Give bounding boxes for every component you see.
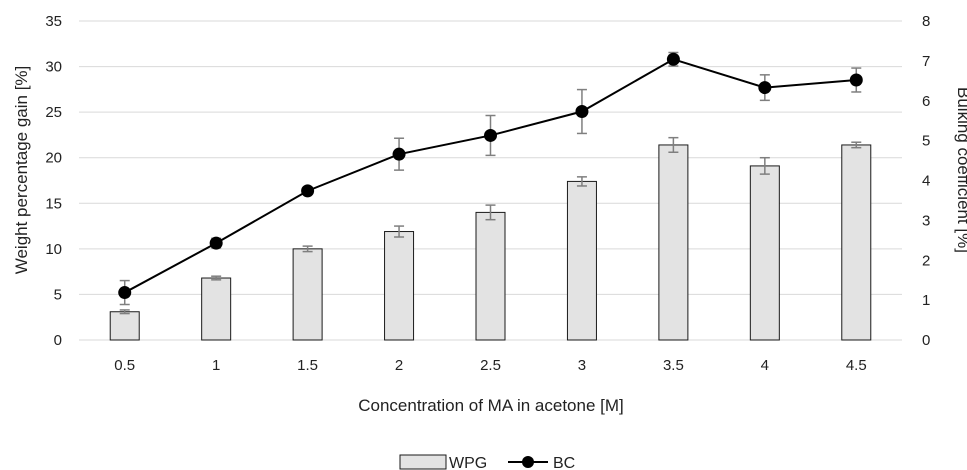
y2-tick-label: 4 — [922, 173, 930, 190]
legend-bc-marker — [522, 456, 534, 468]
x-axis-title: Concentration of MA in acetone [M] — [358, 396, 624, 415]
y2-tick-label: 6 — [922, 93, 930, 110]
bc-point — [758, 81, 772, 95]
wpg-bars — [109, 144, 872, 341]
bc-point — [118, 286, 132, 300]
x-tick-label: 2 — [395, 357, 403, 374]
wpg-bar — [475, 211, 506, 341]
y-axis-title: Weight percentage gain [%] — [12, 66, 31, 275]
bc-point — [209, 236, 223, 250]
bc-point — [301, 184, 315, 198]
y-tick-label: 10 — [45, 241, 62, 258]
wpg-error-bar — [119, 309, 130, 315]
y2-tick-label: 3 — [922, 212, 930, 229]
wpg-error-bar — [668, 136, 679, 153]
wpg-error-bar — [211, 275, 222, 281]
left-axis-ticks: 0 5 10 15 20 25 30 35 — [45, 13, 62, 349]
y2-tick-label: 7 — [922, 53, 930, 70]
x-axis-ticks: 0.5 1 1.5 2 2.5 3 3.5 4 4.5 — [114, 357, 866, 374]
wpg-bar — [201, 277, 232, 341]
wpg-error-bar — [576, 176, 587, 187]
wpg-bar — [292, 248, 323, 341]
x-tick-label: 3 — [578, 357, 586, 374]
bc-point — [849, 73, 863, 87]
wpg-error-bars — [119, 136, 862, 315]
y-tick-label: 20 — [45, 150, 62, 167]
legend-wpg-swatch — [399, 454, 447, 470]
y-tick-label: 25 — [45, 104, 62, 121]
x-tick-label: 0.5 — [114, 357, 135, 374]
y2-tick-label: 1 — [922, 292, 930, 309]
y-tick-label: 35 — [45, 13, 62, 30]
bc-points — [118, 52, 863, 300]
bc-point — [666, 52, 680, 66]
x-tick-label: 4.5 — [846, 357, 867, 374]
bc-point — [392, 147, 406, 161]
wpg-bar — [566, 180, 597, 341]
wpg-bar — [384, 231, 415, 341]
y-tick-label: 0 — [54, 332, 62, 349]
bc-point — [484, 128, 497, 142]
y2-tick-label: 0 — [922, 332, 930, 349]
y2-tick-label: 2 — [922, 252, 930, 269]
legend-wpg-label: WPG — [449, 455, 487, 470]
x-tick-label: 1.5 — [297, 357, 318, 374]
wpg-error-bar — [302, 245, 313, 253]
legend: WPG BC — [399, 454, 575, 470]
wpg-bar — [749, 165, 780, 341]
wpg-bar — [658, 144, 689, 341]
y2-axis-title: Bulking coefficient [%] — [954, 87, 967, 253]
wpg-error-bar — [851, 141, 862, 149]
y-tick-label: 15 — [45, 195, 62, 212]
wpg-error-bar — [759, 156, 770, 175]
x-tick-label: 4 — [761, 357, 769, 374]
y2-tick-label: 8 — [922, 13, 930, 30]
x-tick-label: 3.5 — [663, 357, 684, 374]
y2-tick-label: 5 — [922, 133, 930, 150]
x-tick-label: 2.5 — [480, 357, 501, 374]
y-tick-label: 5 — [54, 286, 62, 303]
wpg-bar — [109, 311, 140, 341]
wpg-bar — [841, 144, 872, 341]
bc-point — [575, 105, 589, 119]
wpg-error-bar — [485, 204, 496, 221]
right-axis-ticks: 0 1 2 3 4 5 6 7 8 — [922, 13, 930, 349]
legend-bc-label: BC — [553, 455, 575, 470]
x-tick-label: 1 — [212, 357, 220, 374]
wpg-error-bar — [394, 225, 405, 238]
y-tick-label: 30 — [45, 59, 62, 76]
